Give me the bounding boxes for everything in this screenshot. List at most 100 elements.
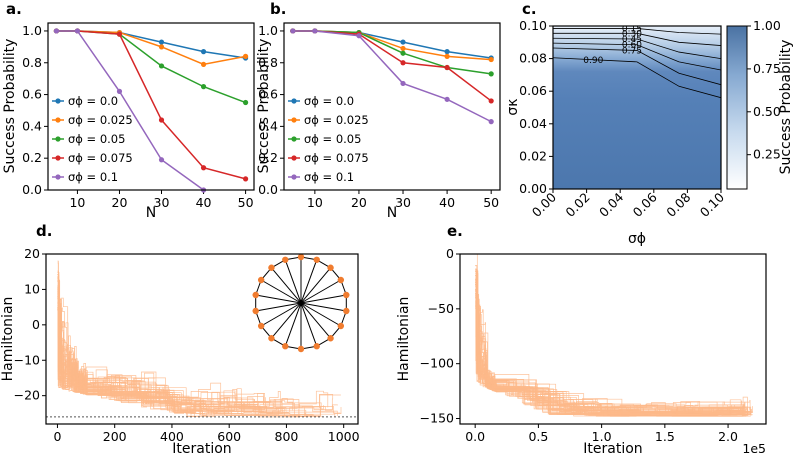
panel-a-xtick-label: 10 <box>69 195 85 210</box>
panel-b-data-point <box>400 39 406 45</box>
panel-a-xtick-label: 20 <box>112 195 128 210</box>
contour-label: 0.60 <box>622 41 642 51</box>
panel-a-ytick-label: 1.0 <box>22 23 42 38</box>
panel-d-traces <box>57 260 342 418</box>
inset-node <box>297 253 305 261</box>
panel-a-xtick-label: 40 <box>196 195 212 210</box>
panel-a-data-point <box>116 88 123 94</box>
panel-e-xlabel: Iteration <box>583 441 642 457</box>
colorbar-tick-label: 0.75 <box>753 61 781 76</box>
panel-a-ylabel: Success Probability <box>2 39 18 174</box>
contour-label: 0.15 <box>622 24 642 34</box>
panel-a-data-point <box>53 28 60 34</box>
hamiltonian-trace <box>475 305 745 414</box>
panel-d: d. 0 200 400 600 800 1000 20 10 0 −10 −20 Iteratio… <box>0 222 360 457</box>
panel-b-xtick-label: 10 <box>307 195 323 210</box>
panel-a-legend-label: σϕ = 0.025 <box>68 113 133 127</box>
panel-d-xtick-label: 800 <box>275 429 299 444</box>
panel-a-legend-marker <box>55 117 61 123</box>
panel-e-xtick-label: 0.5 <box>528 429 548 444</box>
panel-b-xtick-label: 40 <box>439 195 455 210</box>
panel-c-frame <box>552 25 722 190</box>
contour-label: 0.45 <box>622 35 642 45</box>
panel-a-ytick-label: 0.2 <box>22 150 42 165</box>
panel-a-legend-marker <box>55 136 61 142</box>
panel-c-ytick-label: 0.08 <box>519 51 547 66</box>
panel-b-series-line <box>292 30 492 102</box>
inset-node <box>343 291 350 299</box>
panel-b-legend-marker <box>291 155 297 161</box>
inset-node <box>343 307 350 315</box>
inset-node <box>327 335 334 342</box>
panel-c-ytick-label: 0.00 <box>519 181 547 196</box>
panel-e-label: e. <box>447 222 463 240</box>
panel-b-legend: σϕ = 0.0 σϕ = 0.025 σϕ = 0.05 σϕ = 0.075 σϕ … <box>288 94 369 184</box>
panel-a-ytick-label: 0.0 <box>22 182 42 197</box>
hamiltonian-trace <box>475 284 748 415</box>
panel-a-legend-marker <box>55 174 61 180</box>
panel-c-ytick-label: 0.02 <box>519 148 547 163</box>
panel-c-xtick-label: 0.10 <box>697 189 727 219</box>
panel-e-traces <box>475 254 753 417</box>
panel-b-ytick-label: 0.4 <box>258 118 278 133</box>
panel-d-ytick-label: −10 <box>14 352 40 367</box>
hamiltonian-trace <box>57 274 338 413</box>
panel-b-legend-marker <box>291 98 297 104</box>
panel-a-data-point <box>200 49 207 55</box>
hamiltonian-trace <box>475 295 749 417</box>
panel-b-data-point <box>444 49 450 55</box>
inset-node <box>282 256 289 263</box>
hamiltonian-trace <box>57 295 239 414</box>
inset-node <box>282 343 289 350</box>
hamiltonian-trace <box>57 296 342 414</box>
panel-d-ytick-label: 10 <box>24 281 40 296</box>
panel-d-xlabel: Iteration <box>172 441 231 457</box>
panel-b-data-point <box>290 28 296 34</box>
panel-a-legend-label: σϕ = 0.0 <box>68 94 118 108</box>
panel-b-axes: 10 20 30 40 50 0.0 0.2 0.4 0.6 0.8 1.0 <box>258 23 499 210</box>
contour-line <box>553 37 721 59</box>
panel-a-legend-label: σϕ = 0.1 <box>68 170 118 184</box>
panel-b-ytick-label: 0.6 <box>258 87 278 102</box>
contour-label: 0.75 <box>622 46 642 56</box>
hamiltonian-trace <box>57 272 264 410</box>
panel-d-ytick-label: 0 <box>32 317 40 332</box>
hamiltonian-trace <box>475 275 752 416</box>
panel-b-ytick-label: 0.0 <box>258 182 278 197</box>
panel-c-xtick-label: 0.06 <box>630 189 660 219</box>
panel-b-data-point <box>400 45 406 52</box>
panel-b-ylabel: Success Probability <box>256 39 272 174</box>
panel-b-data-point <box>444 53 450 60</box>
hamiltonian-trace <box>475 297 744 416</box>
inset-node <box>252 307 259 315</box>
panel-d-ytick-label: 20 <box>24 246 40 261</box>
hamiltonian-trace <box>475 285 744 417</box>
panel-b-legend-label: σϕ = 0.05 <box>304 132 361 146</box>
panel-a-data-point <box>200 165 207 171</box>
panel-e: e. 0.0 0.5 1.0 1.5 2.0 0 −50 −100 −150 1e5 Itera… <box>396 222 767 457</box>
panel-a-ytick-label: 0.4 <box>22 118 42 133</box>
colorbar-tick-label: 0.50 <box>753 104 781 119</box>
panel-e-ylabel: Hamiltonian <box>396 297 412 382</box>
colorbar-ticks: 0.25 0.50 0.75 1.00 <box>747 18 781 162</box>
panel-e-ytick-label: −150 <box>420 411 454 426</box>
hamiltonian-trace <box>475 297 747 416</box>
hamiltonian-trace <box>475 302 747 417</box>
panel-a-frame <box>47 22 255 191</box>
panel-b-data-point <box>488 71 494 77</box>
panel-b-ytick-label: 0.2 <box>258 150 278 165</box>
panel-e-x-multiplier: 1e5 <box>742 441 766 456</box>
panel-b-series <box>290 28 494 125</box>
inset-node <box>297 345 305 353</box>
panel-b-legend-label: σϕ = 0.025 <box>304 113 369 127</box>
panel-b: b. 10 20 30 40 50 0.0 0.2 0.4 0.6 0.8 1.0 N Succes… <box>256 0 501 221</box>
panel-b-xlabel: N <box>387 205 397 221</box>
panel-e-frame <box>459 253 767 425</box>
contour-label: 0.30 <box>622 29 642 39</box>
hamiltonian-trace <box>57 277 305 417</box>
panel-a-label: a. <box>6 0 22 18</box>
panel-a-legend-label: σϕ = 0.05 <box>68 132 125 146</box>
panel-e-xtick-label: 1.0 <box>592 429 612 444</box>
contour-label: 0.90 <box>583 56 603 66</box>
